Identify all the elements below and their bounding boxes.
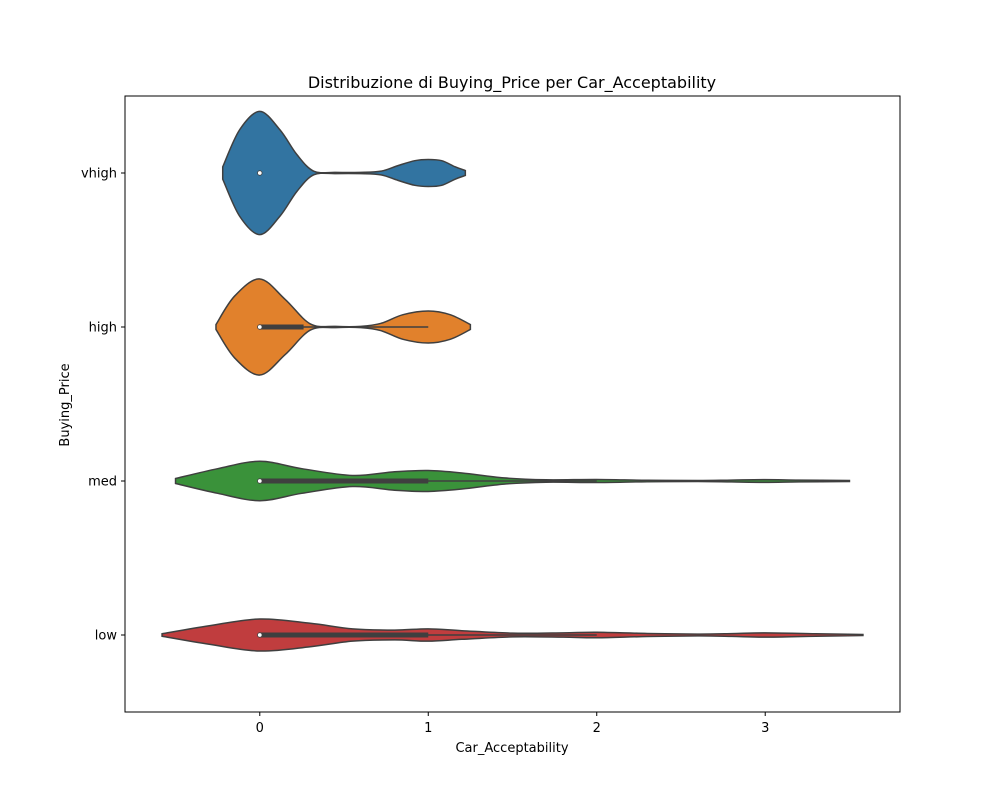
violin-body: [221, 110, 467, 236]
violin-median: [257, 170, 263, 176]
plot-frame: [124, 95, 901, 713]
violin-vhigh: [221, 110, 467, 236]
x-tick-label: 1: [424, 721, 432, 736]
y-tick-label: high: [89, 321, 117, 336]
x-tick-label: 3: [761, 721, 769, 736]
violins-group: [161, 110, 864, 652]
y-axis: vhigh high med low: [81, 167, 125, 644]
y-tick-label: vhigh: [81, 167, 117, 182]
violin-median: [257, 478, 263, 484]
x-tick-label: 2: [593, 721, 601, 736]
chart-title: Distribuzione di Buying_Price per Car_Ac…: [308, 73, 716, 93]
x-axis-label: Car_Acceptability: [455, 741, 568, 756]
y-tick-label: low: [95, 629, 118, 644]
violin-median: [257, 324, 263, 330]
violin-low: [161, 618, 864, 652]
y-tick-label: med: [88, 475, 117, 490]
violin-median: [257, 632, 263, 638]
violin-med: [174, 460, 851, 502]
x-tick-label: 0: [256, 721, 264, 736]
violin-high: [215, 278, 472, 376]
x-axis: 0 1 2 3: [256, 712, 769, 736]
y-axis-label: Buying_Price: [58, 363, 73, 446]
